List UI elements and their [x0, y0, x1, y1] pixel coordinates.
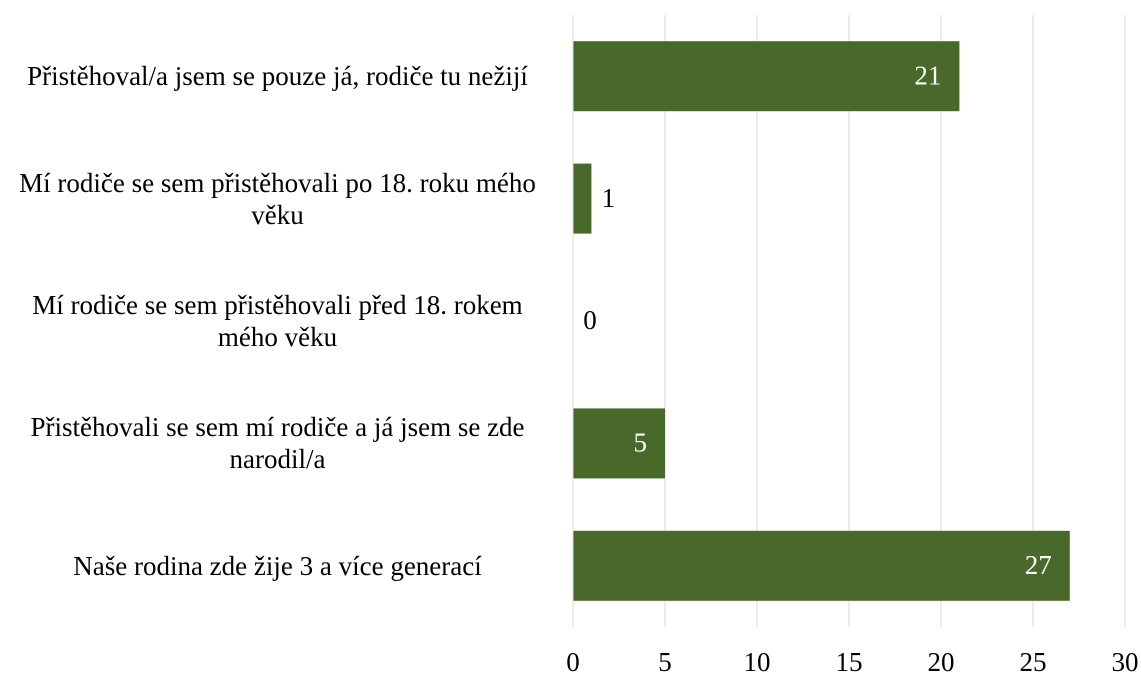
bar: [573, 408, 665, 479]
data-label: 0: [583, 305, 597, 335]
category-label: Mí rodiče se sem přistěhovali po 18. rok…: [19, 167, 536, 230]
x-tick-label: 0: [566, 647, 580, 677]
bar: [573, 163, 592, 234]
x-tick-label: 10: [744, 647, 771, 677]
x-tick-label: 25: [1020, 647, 1047, 677]
x-tick-label: 30: [1112, 647, 1139, 677]
category-label: Přistěhoval/a jsem se pouze já, rodiče t…: [27, 61, 528, 92]
bar: [573, 530, 1070, 601]
x-tick-label: 5: [658, 647, 672, 677]
data-label: 5: [634, 428, 648, 458]
x-tick-label: 15: [836, 647, 863, 677]
data-label: 1: [602, 183, 616, 213]
x-tick-label: 20: [928, 647, 955, 677]
data-label: 27: [1025, 550, 1052, 580]
category-label: Mí rodiče se sem přistěhovali před 18. r…: [32, 290, 523, 352]
bar: [573, 41, 960, 112]
category-label: Naše rodina zde žije 3 a více generací: [73, 550, 482, 581]
category-label: Přistěhovali se sem mí rodiče a já jsem …: [30, 412, 525, 475]
data-label: 21: [914, 60, 941, 90]
